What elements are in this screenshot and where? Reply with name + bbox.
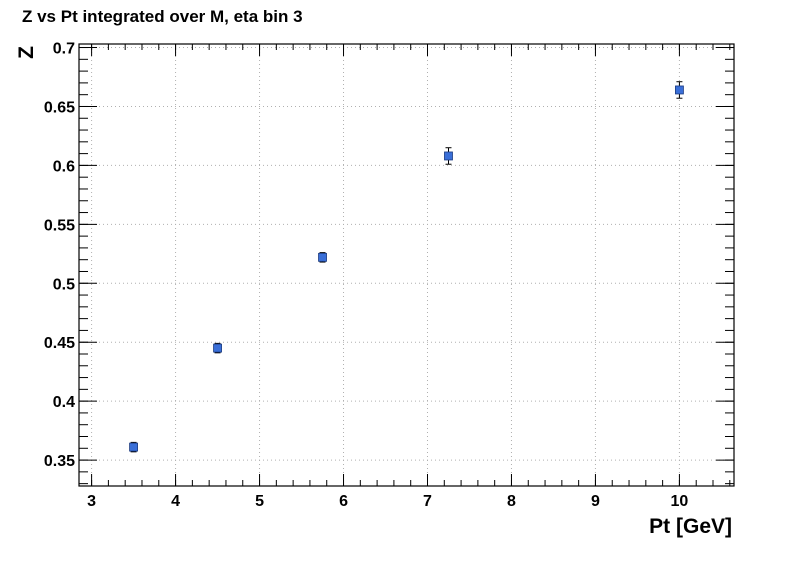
x-tick-label: 4 [171,493,180,510]
y-tick-label: 0.35 [44,453,75,470]
x-tick-label: 3 [87,493,96,510]
x-tick-label: 5 [255,493,264,510]
y-tick-label: 0.4 [53,394,75,411]
y-axis: 0.35 0.4 0.45 0.5 0.55 0.6 0.65 0.7 [44,41,734,485]
data-point [129,441,138,453]
x-axis-label: Pt [GeV] [649,515,732,538]
x-tick-label: 7 [423,493,432,510]
data-point [444,147,453,165]
x-axis: 3 4 5 6 7 8 9 10 [87,44,731,510]
point-marker [318,252,327,262]
point-marker [129,442,138,452]
y-tick-label: 0.6 [53,158,75,175]
y-tick-label: 0.65 [44,99,75,116]
x-tick-label: 9 [591,493,600,510]
x-tick-label: 8 [507,493,516,510]
y-axis-label: Z [15,46,38,59]
plot-frame [78,43,735,487]
point-marker [675,85,684,95]
point-marker [213,343,222,353]
data-point [213,342,222,354]
chart-title: Z vs Pt integrated over M, eta bin 3 [22,7,303,26]
data-point [318,252,327,263]
data-points [129,81,684,453]
y-tick-label: 0.7 [53,41,75,58]
data-point [675,81,684,99]
y-tick-label: 0.45 [44,335,75,352]
y-tick-label: 0.55 [44,217,75,234]
grid [79,44,734,486]
point-marker [444,151,453,161]
y-tick-label: 0.5 [53,276,75,293]
x-tick-label: 6 [339,493,348,510]
x-tick-label: 10 [671,493,689,510]
